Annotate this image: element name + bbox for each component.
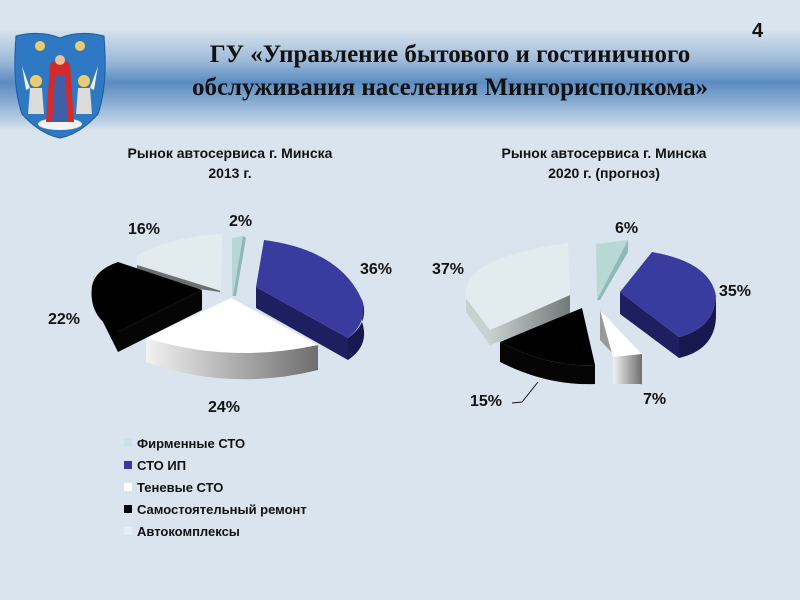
- slide-number: 4: [752, 20, 764, 42]
- legend-item-autocomplex: Автокомплексы: [124, 520, 307, 542]
- slide-title-line2: обслуживания населения Мингорисполкома»: [191, 74, 709, 101]
- chart-2020: 37% 6% 35% 15% 7%: [432, 220, 751, 410]
- slide-title-line1: ГУ «Управление бытового и гостиничного: [209, 41, 691, 68]
- chart-2013-title-line2: 2013 г.: [208, 165, 252, 181]
- chart-2013: 16% 2% 36% 22% 24%: [48, 213, 392, 416]
- label-2013-autocomplex: 16%: [128, 221, 160, 238]
- legend-label: Автокомплексы: [137, 523, 240, 539]
- legend-label: СТО ИП: [137, 457, 187, 473]
- legend-label: Фирменные СТО: [137, 435, 246, 451]
- chart-2020-title-line2: 2020 г. (прогноз): [548, 165, 660, 181]
- legend-label: Теневые СТО: [137, 479, 224, 495]
- chart-2020-title: Рынок автосервиса г. Минска 2020 г. (про…: [464, 143, 744, 183]
- chart-2013-title: Рынок автосервиса г. Минска 2013 г.: [110, 143, 350, 183]
- legend-swatch: [124, 527, 132, 535]
- chart-2020-title-line1: Рынок автосервиса г. Минска: [501, 145, 707, 161]
- legend-item-firm-sto: Фирменные СТО: [124, 432, 307, 454]
- label-2013-self-repair: 22%: [48, 311, 80, 328]
- label-2020-shadow-sto: 7%: [643, 391, 666, 408]
- legend-item-sto-ip: СТО ИП: [124, 454, 307, 476]
- legend-swatch: [124, 483, 132, 491]
- legend-label: Самостоятельный ремонт: [137, 501, 307, 517]
- label-2013-sto-ip: 36%: [360, 261, 392, 278]
- legend-swatch: [124, 505, 132, 513]
- minsk-coat-of-arms-icon: [14, 32, 106, 139]
- label-2020-self-repair: 15%: [470, 393, 502, 410]
- label-2020-sto-ip: 35%: [719, 283, 751, 300]
- label-2020-firm-sto: 6%: [615, 220, 638, 237]
- label-2013-shadow-sto: 24%: [208, 399, 240, 416]
- chart-legend: Фирменные СТО СТО ИП Теневые СТО Самосто…: [124, 432, 307, 542]
- slide-title: ГУ «Управление бытового и гостиничного о…: [140, 38, 760, 104]
- label-2020-autocomplex: 37%: [432, 261, 464, 278]
- legend-swatch: [124, 439, 132, 447]
- legend-item-shadow-sto: Теневые СТО: [124, 476, 307, 498]
- label-2013-firm-sto: 2%: [229, 213, 252, 230]
- legend-swatch: [124, 461, 132, 469]
- header-band: [0, 30, 800, 130]
- chart-2013-title-line1: Рынок автосервиса г. Минска: [127, 145, 333, 161]
- legend-item-self-repair: Самостоятельный ремонт: [124, 498, 307, 520]
